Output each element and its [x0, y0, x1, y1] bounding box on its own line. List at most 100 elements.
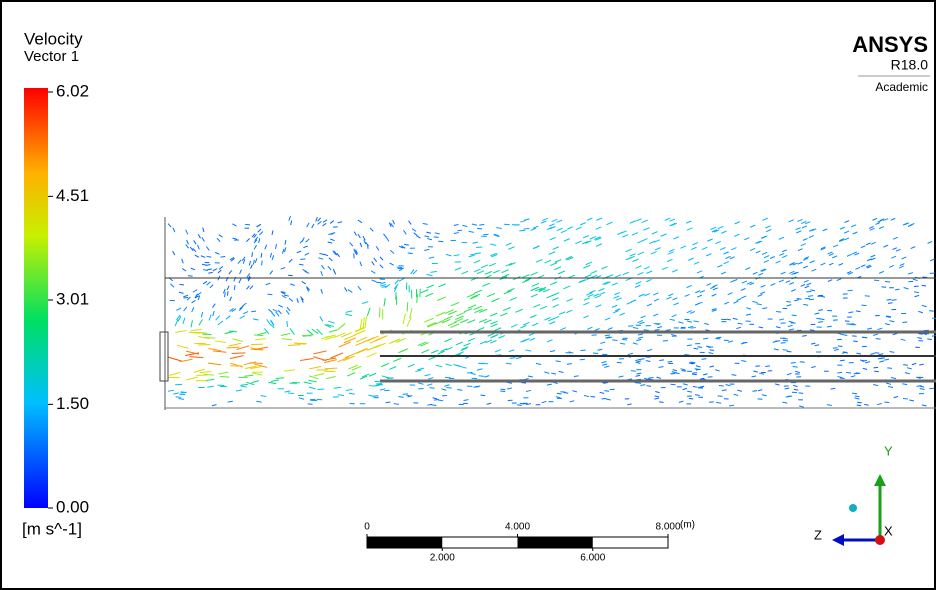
vector-arrow [479, 376, 484, 377]
legend-tick-label: 0.00 [56, 497, 89, 516]
legend-tick-label: 1.50 [56, 394, 89, 413]
legend-tick-label: 6.02 [56, 81, 89, 100]
version: R18.0 [891, 57, 929, 73]
vector-arrow [267, 294, 272, 295]
vector-arrow [929, 311, 934, 312]
vector-arrow [805, 298, 810, 299]
vector-arrow [862, 337, 867, 338]
vector-arrow [888, 303, 893, 304]
vector-arrow [682, 371, 686, 372]
vector-arrow [318, 389, 325, 390]
vector-arrow [227, 291, 228, 296]
view-dot [849, 504, 857, 512]
vector-arrow [671, 384, 676, 385]
vector-arrow [689, 398, 693, 399]
legend-tick-label: 4.51 [56, 186, 89, 205]
vector-arrow [524, 228, 530, 229]
vector-arrow [251, 311, 256, 312]
legend-tick-label: 3.01 [56, 289, 89, 308]
vector-arrow [408, 253, 413, 254]
scale-unit: (m) [680, 520, 695, 531]
frame [1, 1, 935, 589]
vector-arrow [188, 276, 193, 277]
vector-arrow [693, 386, 698, 387]
vector-arrow [376, 383, 382, 384]
scale-label: 0 [364, 522, 370, 533]
vector-arrow [429, 388, 434, 389]
vector-arrow [903, 398, 908, 399]
vector-arrow [221, 257, 226, 258]
vector-arrow [840, 360, 845, 361]
vector-arrow [631, 371, 636, 372]
vector-arrow [386, 402, 391, 403]
vector-arrow [853, 341, 858, 342]
vector-arrow [809, 299, 814, 300]
vector-arrow [692, 374, 697, 375]
vector-arrow [373, 396, 378, 397]
y-axis-label: Y [884, 443, 893, 458]
vector-arrow [887, 368, 892, 369]
vector-arrow [232, 353, 246, 354]
z-axis-label: Z [814, 527, 822, 542]
vector-arrow [846, 372, 851, 373]
vector-arrow [403, 394, 408, 395]
legend-subtitle: Vector 1 [24, 48, 79, 65]
vector-arrow [262, 260, 263, 265]
vector-arrow [791, 363, 796, 364]
vector-arrow [612, 340, 617, 341]
scale-label: 4.000 [505, 522, 530, 533]
vector-arrow [506, 363, 512, 364]
vector-arrow [838, 346, 843, 347]
vector-arrow [691, 328, 696, 329]
vector-arrow [857, 402, 861, 403]
vector-arrow [479, 224, 484, 225]
vector-arrow [574, 376, 579, 377]
vector-arrow [918, 334, 922, 335]
vector-arrow [369, 386, 375, 387]
vector-arrow [276, 378, 285, 379]
vector-arrow [287, 321, 288, 327]
legend-unit: [m s^-1] [22, 519, 82, 538]
vector-arrow [808, 296, 813, 297]
vector-arrow [557, 393, 562, 394]
vector-arrow [697, 347, 702, 348]
vector-arrow [695, 395, 700, 396]
vector-arrow [874, 280, 879, 281]
scale-label: 6.000 [580, 553, 605, 564]
scale-label: 8.000 [655, 522, 680, 533]
license: Academic [875, 80, 928, 94]
vector-arrow [481, 395, 486, 396]
vector-arrow [710, 350, 715, 351]
scale-bar-segment [367, 537, 442, 548]
vector-arrow [702, 359, 707, 360]
vector-arrow [929, 388, 934, 389]
vector-arrow [865, 296, 870, 297]
vector-arrow [783, 340, 788, 341]
vector-arrow [300, 259, 305, 260]
vector-arrow [640, 359, 645, 360]
vector-arrow [567, 364, 572, 365]
scale-label: 2.000 [430, 553, 455, 564]
vector-arrow [504, 224, 510, 225]
vector-arrow [655, 330, 660, 331]
vector-arrow [792, 315, 797, 316]
vector-arrow [659, 360, 664, 361]
vector-arrow [245, 224, 250, 225]
viewport: Velocity Vector 1 [m s^-1] 6.02 4.51 3.01 1… [0, 0, 936, 590]
vector-arrow [776, 311, 781, 312]
vector-arrow [407, 302, 408, 311]
vector-arrow [752, 391, 757, 392]
vector-arrow [716, 337, 721, 338]
legend-title: Velocity [24, 29, 83, 48]
vector-arrow [457, 230, 462, 231]
vector-arrow [719, 386, 724, 387]
x-axis-label: X [884, 523, 893, 538]
color-bar [24, 88, 48, 508]
brand: ANSYS [852, 32, 928, 57]
vector-arrow [325, 368, 337, 369]
vector-arrow [521, 383, 526, 384]
vector-arrow [328, 234, 333, 235]
vector-arrow [903, 365, 908, 366]
vector-arrow [482, 363, 488, 364]
vector-arrow [884, 402, 889, 403]
